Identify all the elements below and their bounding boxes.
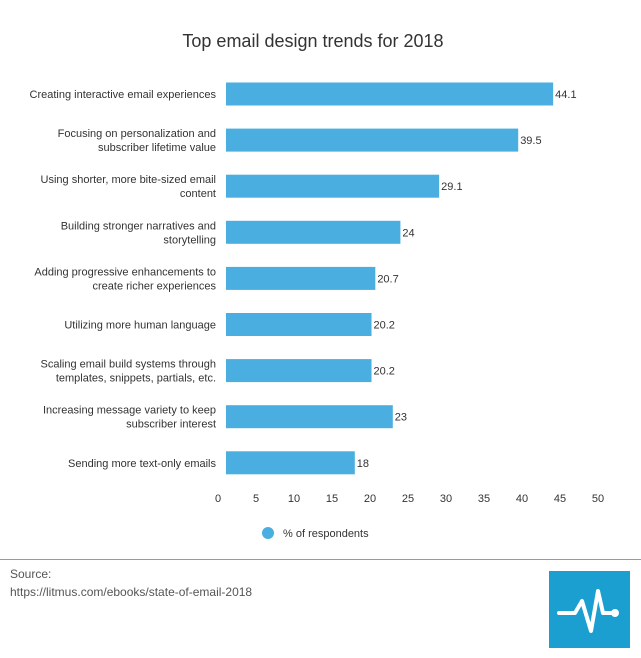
footer-divider [0, 559, 641, 560]
category-label: Using shorter, more bite-sized email cont… [41, 174, 216, 200]
category-label: Focusing on personalization and subscribe… [58, 128, 216, 154]
legend[interactable]: % of respondents [262, 527, 369, 540]
category-label: Utilizing more human language [64, 320, 216, 332]
x-tick-label: 50 [592, 493, 604, 505]
x-tick-label: 45 [554, 493, 566, 505]
x-tick-label: 25 [402, 493, 414, 505]
x-tick-label: 35 [478, 493, 490, 505]
bar[interactable] [226, 82, 554, 106]
legend-label: % of respondents [283, 528, 369, 540]
bar[interactable] [226, 359, 372, 383]
bar[interactable] [226, 405, 393, 429]
value-label: 44.1 [555, 89, 576, 101]
x-tick-label: 40 [516, 493, 528, 505]
value-label: 20.7 [377, 273, 398, 285]
value-label: 23 [395, 412, 407, 424]
chart-title: Top email design trends for 2018 [182, 31, 443, 51]
logo [549, 571, 630, 648]
source-url[interactable]: https://litmus.com/ebooks/state-of-email… [10, 585, 253, 599]
bars [226, 82, 554, 475]
value-label: 29.1 [441, 181, 462, 193]
value-label: 18 [357, 458, 369, 470]
x-tick-label: 30 [440, 493, 452, 505]
x-axis-ticks: 0 5 10 15 20 25 30 35 40 45 50 [215, 493, 604, 505]
category-label: Creating interactive email experiences [30, 89, 217, 101]
category-label: Building stronger narratives and storytel… [61, 220, 216, 246]
bar[interactable] [226, 451, 355, 475]
x-tick-label: 20 [364, 493, 376, 505]
pulse-line-icon [557, 589, 619, 633]
bar[interactable] [226, 220, 401, 244]
category-label: Adding progressive enhancements to create… [34, 266, 216, 292]
bar[interactable] [226, 266, 376, 290]
x-tick-label: 15 [326, 493, 338, 505]
value-label: 20.2 [374, 320, 395, 332]
category-labels: Creating interactive email experiences Fo… [30, 89, 217, 470]
value-label: 20.2 [374, 366, 395, 378]
value-label: 24 [402, 227, 414, 239]
x-tick-label: 10 [288, 493, 300, 505]
legend-marker [262, 527, 274, 539]
category-label: Scaling email build systems through templ… [41, 359, 216, 385]
x-tick-label: 0 [215, 493, 221, 505]
source-label: Source: [10, 567, 52, 581]
category-label: Increasing message variety to keep subscr… [43, 405, 216, 431]
x-tick-label: 5 [253, 493, 259, 505]
bar[interactable] [226, 313, 372, 336]
bar[interactable] [226, 174, 440, 198]
value-labels: 44.1 39.5 29.1 24 20.7 20.2 20.2 23 18 [357, 89, 577, 470]
bar[interactable] [226, 128, 519, 152]
value-label: 39.5 [520, 135, 541, 147]
category-label: Sending more text-only emails [68, 458, 216, 470]
bar-chart: Top email design trends for 2018 Creatin… [30, 31, 605, 540]
